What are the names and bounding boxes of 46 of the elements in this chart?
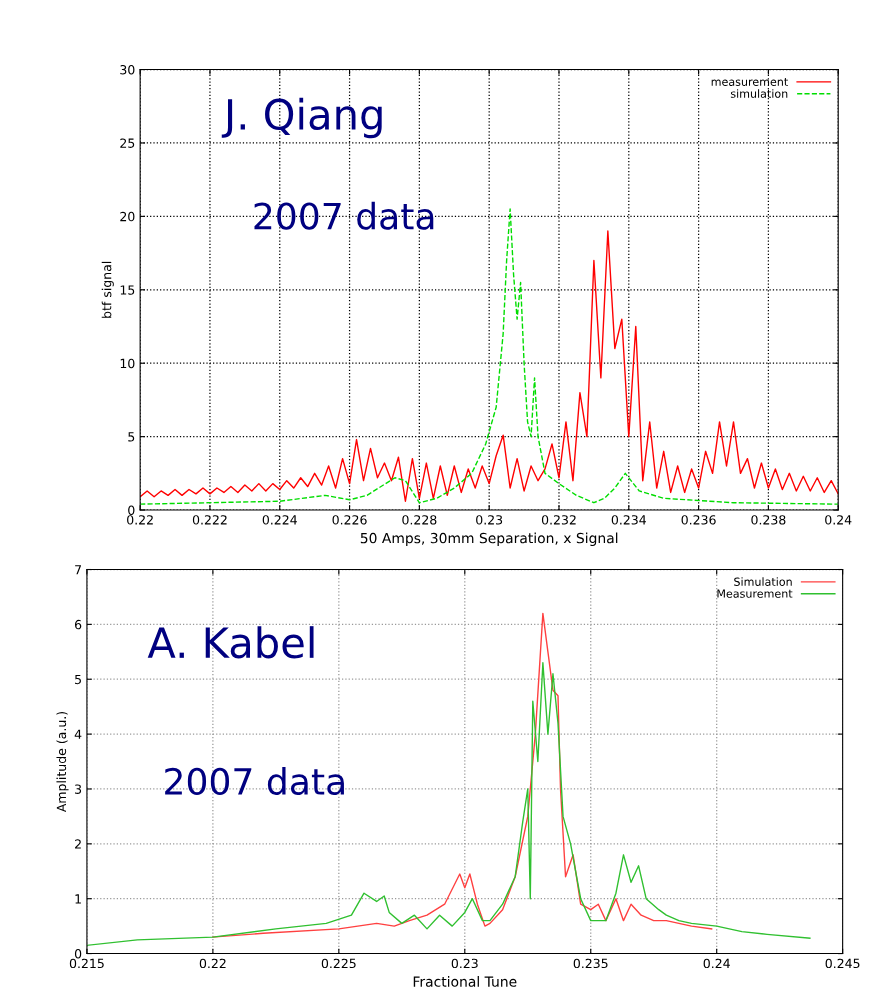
x-tick-label: 0.235	[573, 958, 608, 969]
y-tick-label: 25	[120, 138, 135, 148]
x-tick-label: 0.215	[69, 958, 104, 969]
legend-label: measurement	[711, 77, 788, 86]
y-tick-label: 1	[75, 894, 81, 904]
y-tick-label: 2	[75, 839, 81, 849]
annotation: 2007 data	[165, 767, 344, 796]
annotation: A. Kabel	[147, 626, 314, 659]
x-tick-label: 0.226	[332, 515, 367, 525]
x-tick-label: 0.24	[703, 958, 730, 969]
y-axis-title: btf signal	[101, 261, 114, 318]
y-tick-label: 7	[75, 565, 81, 575]
y-tick-label: 0	[128, 505, 135, 515]
y-tick-label: 3	[75, 784, 82, 794]
x-tick-label: 0.245	[825, 958, 860, 969]
y-tick-label: 30	[120, 65, 135, 75]
annotation: 2007 data	[254, 201, 434, 230]
x-tick-label: 0.22	[127, 515, 153, 525]
x-tick-label: 0.24	[825, 515, 852, 525]
y-tick-label: 10	[120, 358, 135, 369]
x-tick-label: 0.228	[402, 515, 437, 525]
y-tick-label: 4	[74, 729, 82, 739]
legend-label: Measurement	[717, 589, 793, 598]
x-tick-label: 0.236	[681, 515, 716, 525]
y-tick-label: 15	[120, 285, 135, 295]
x-tick-label: 0.224	[262, 515, 297, 525]
y-tick-label: 20	[120, 211, 135, 222]
y-tick-label: 6	[74, 619, 82, 630]
line-series	[86, 662, 811, 947]
legend-label: Simulation	[734, 577, 792, 586]
x-tick-label: 0.23	[451, 958, 478, 969]
y-tick-label: 0	[74, 949, 82, 959]
y-tick-label: 5	[128, 432, 135, 442]
x-tick-label: 0.23	[476, 515, 503, 525]
annotation: J. Qiang	[221, 97, 382, 139]
x-tick-label: 0.22	[199, 958, 226, 969]
y-tick-label: 5	[75, 674, 81, 685]
x-tick-label: 0.234	[611, 515, 646, 525]
x-tick-label: 0.232	[541, 515, 576, 525]
x-tick-label: 0.222	[192, 515, 227, 525]
x-axis-title: Fractional Tune	[413, 976, 517, 987]
y-axis-title: Amplitude (a.u.)	[56, 711, 69, 813]
x-axis-title: 50 Amps, 30mm Separation, x Signal	[360, 532, 618, 546]
x-tick-label: 0.238	[751, 515, 786, 525]
x-tick-label: 0.225	[321, 958, 356, 969]
legend-label: simulation	[730, 89, 788, 98]
